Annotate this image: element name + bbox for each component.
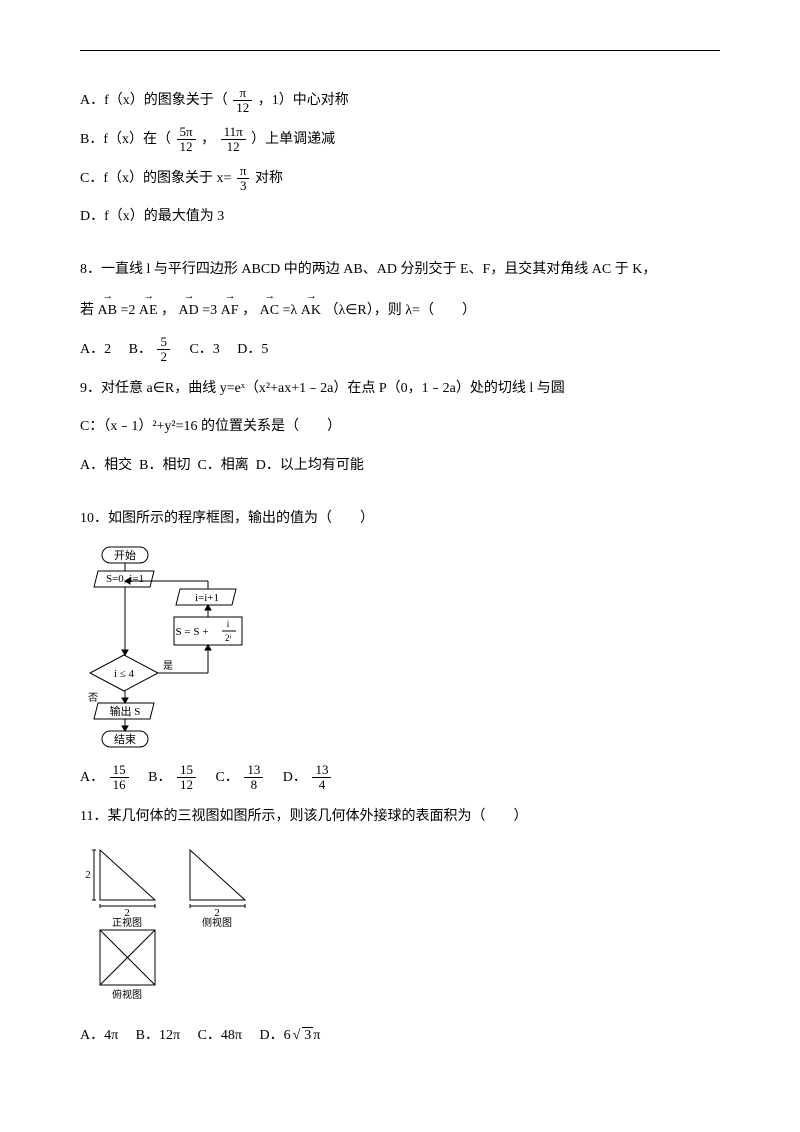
fraction: 5 2 (157, 335, 170, 365)
text: （λ∈R），则 λ=（ ） (324, 303, 476, 318)
q8-options: A．2 B． 5 2 C．3 D．5 (80, 335, 720, 366)
top-rule (80, 50, 720, 51)
q10-stem: 10．如图所示的程序框图，输出的值为（ ） (80, 504, 720, 535)
text: C：（x﹣1）²+y²=16 的位置关系是（ ） (80, 419, 341, 434)
text: =3 (202, 303, 217, 318)
vector-AK: AK (301, 294, 321, 327)
vector-AE: AE (139, 294, 158, 327)
flowchart-svg: 开始 S=0, i=1 i=i+1 S = S + i 2ⁱ i ≤ 4 是 否… (80, 545, 255, 755)
sqrt-icon: √3 (291, 1021, 314, 1052)
text: ，1）中心对称 (258, 93, 349, 108)
text: C． (201, 770, 238, 785)
label-side: 侧视图 (202, 916, 232, 929)
flow-sum-d: 2ⁱ (225, 633, 232, 643)
vector-AF: AF (221, 294, 239, 327)
flow-yes: 是 (163, 660, 173, 672)
q11-options: A．4π B．12π C．48π D．6√3π (80, 1021, 720, 1052)
q9-line1: 9．对任意 a∈R，曲线 y=eˣ（x²+ax+1﹣2a）在点 P（0，1﹣2a… (80, 374, 720, 405)
fraction: 5π 12 (177, 125, 196, 155)
label-top: 俯视图 (112, 988, 142, 1000)
text: ， (161, 303, 175, 318)
three-views-svg: 2 2 2 正视图 侧视图 俯视图 (80, 840, 300, 1000)
flow-end: 结束 (114, 733, 136, 746)
fraction: π 12 (233, 86, 252, 116)
fraction: 1516 (110, 763, 129, 793)
q8-stem: 8．一直线 l 与平行四边形 ABCD 中的两边 AB、AD 分别交于 E、F，… (80, 255, 720, 286)
q7-option-B: B．f（x）在（ 5π 12 ， 11π 12 ）上单调递减 (80, 125, 720, 156)
fraction: π 3 (237, 164, 250, 194)
flow-start: 开始 (114, 548, 136, 562)
text: ， (201, 132, 215, 147)
text: =λ (283, 303, 298, 318)
label-front: 正视图 (112, 916, 142, 929)
flow-sum-n: i (227, 619, 230, 629)
q11-stem: 11．某几何体的三视图如图所示，则该几何体外接球的表面积为（ ） (80, 802, 720, 833)
text: 10．如图所示的程序框图，输出的值为（ ） (80, 511, 374, 526)
text: 对称 (255, 171, 283, 186)
q7-option-C: C．f（x）的图象关于 x= π 3 对称 (80, 164, 720, 195)
q11-three-views: 2 2 2 正视图 侧视图 俯视图 (80, 840, 720, 1013)
flow-cond: i ≤ 4 (114, 668, 135, 680)
q9-line2: C：（x﹣1）²+y²=16 的位置关系是（ ） (80, 412, 720, 443)
vector-AB: AB (98, 294, 117, 327)
flow-out: 输出 S (110, 704, 141, 718)
text: 11．某几何体的三视图如图所示，则该几何体外接球的表面积为（ ） (80, 809, 527, 824)
q10-flowchart: 开始 S=0, i=1 i=i+1 S = S + i 2ⁱ i ≤ 4 是 否… (80, 545, 720, 755)
flow-no: 否 (88, 692, 98, 704)
text: A． (80, 770, 104, 785)
flow-inc: i=i+1 (195, 592, 219, 604)
text: ）上单调递减 (251, 132, 335, 147)
text: A．2 B． (80, 342, 152, 357)
text: 9．对任意 a∈R，曲线 y=eˣ（x²+ax+1﹣2a）在点 P（0，1﹣2a… (80, 381, 565, 396)
text: π (313, 1028, 320, 1043)
vector-AC: AC (260, 294, 279, 327)
text: 若 (80, 303, 98, 318)
text: ， (242, 303, 256, 318)
q7-option-A: A．f（x）的图象关于（ π 12 ，1）中心对称 (80, 86, 720, 117)
text: 8．一直线 l 与平行四边形 ABCD 中的两边 AB、AD 分别交于 E、F，… (80, 262, 656, 277)
flow-sum-l: S = S + (176, 626, 209, 638)
fraction: 138 (244, 763, 263, 793)
vector-AD: AD (179, 294, 199, 327)
q10-options: A． 1516 B． 1512 C． 138 D． 134 (80, 763, 720, 794)
text: B． (134, 770, 171, 785)
text: B．f（x）在（ (80, 132, 171, 147)
text: =2 (120, 303, 135, 318)
document-page: A．f（x）的图象关于（ π 12 ，1）中心对称 B．f（x）在（ 5π 12… (0, 0, 800, 1132)
fraction: 134 (312, 763, 331, 793)
q9-options: A．相交 B．相切 C．相离 D．以上均有可能 (80, 451, 720, 482)
text: C．3 D．5 (175, 342, 268, 357)
q7-option-D: D．f（x）的最大值为 3 (80, 202, 720, 233)
flow-init: S=0, i=1 (106, 573, 144, 585)
q8-line2: 若 AB =2 AE ， AD =3 AF ， AC =λ AK （λ∈R），则… (80, 294, 720, 327)
text: A．f（x）的图象关于（ (80, 93, 228, 108)
text: A．4π B．12π C．48π D．6 (80, 1028, 291, 1043)
text: D． (269, 770, 307, 785)
text: A．相交 B．相切 C．相离 D．以上均有可能 (80, 458, 364, 473)
dim-2: 2 (85, 869, 91, 881)
fraction: 11π 12 (221, 125, 246, 155)
text: D．f（x）的最大值为 3 (80, 209, 224, 224)
fraction: 1512 (177, 763, 196, 793)
text: C．f（x）的图象关于 x= (80, 171, 231, 186)
